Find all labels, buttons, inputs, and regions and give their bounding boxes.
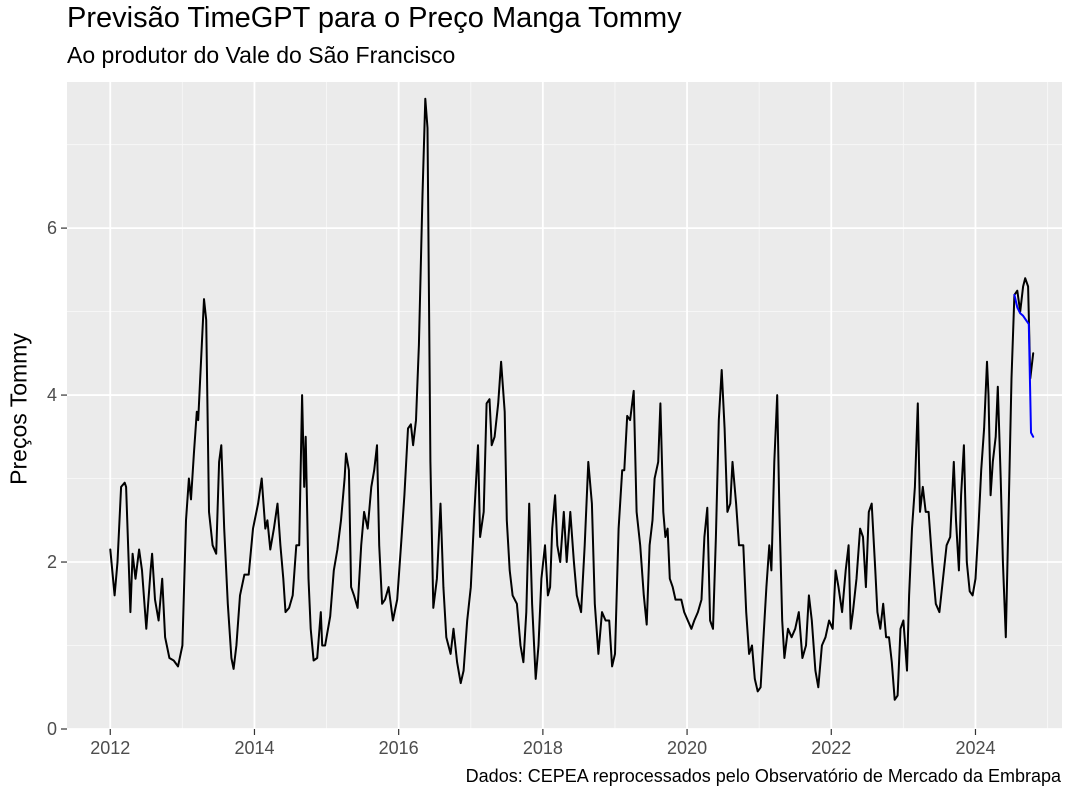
chart-title: Previsão TimeGPT para o Preço Manga Tomm… (67, 2, 682, 34)
series-line-forecast (1013, 293, 1035, 438)
chart-caption: Dados: CEPEA reprocessados pelo Observat… (465, 766, 1061, 786)
x-tick-label-2022: 2022 (811, 738, 851, 758)
y-tick-label-2: 2 (47, 552, 57, 572)
plot-panel (67, 82, 1062, 729)
x-tick-label-2016: 2016 (379, 738, 419, 758)
minor-gridlines (67, 82, 1062, 729)
x-tick-label-2020: 2020 (667, 738, 707, 758)
x-tick-label-2014: 2014 (234, 738, 274, 758)
x-tick-label-2024: 2024 (955, 738, 995, 758)
series-line-observed (109, 97, 1035, 701)
series-group (109, 97, 1035, 701)
x-tick-label-2018: 2018 (523, 738, 563, 758)
axis-ticks: 2012 2014 2016 2018 2020 2022 2024 0 2 4 6 (47, 218, 996, 758)
y-tick-label-4: 4 (47, 385, 57, 405)
x-tick-label-2012: 2012 (90, 738, 130, 758)
chart-subtitle: Ao produtor do Vale do São Francisco (67, 42, 456, 68)
y-tick-label-0: 0 (47, 719, 57, 739)
y-tick-label-6: 6 (47, 218, 57, 238)
